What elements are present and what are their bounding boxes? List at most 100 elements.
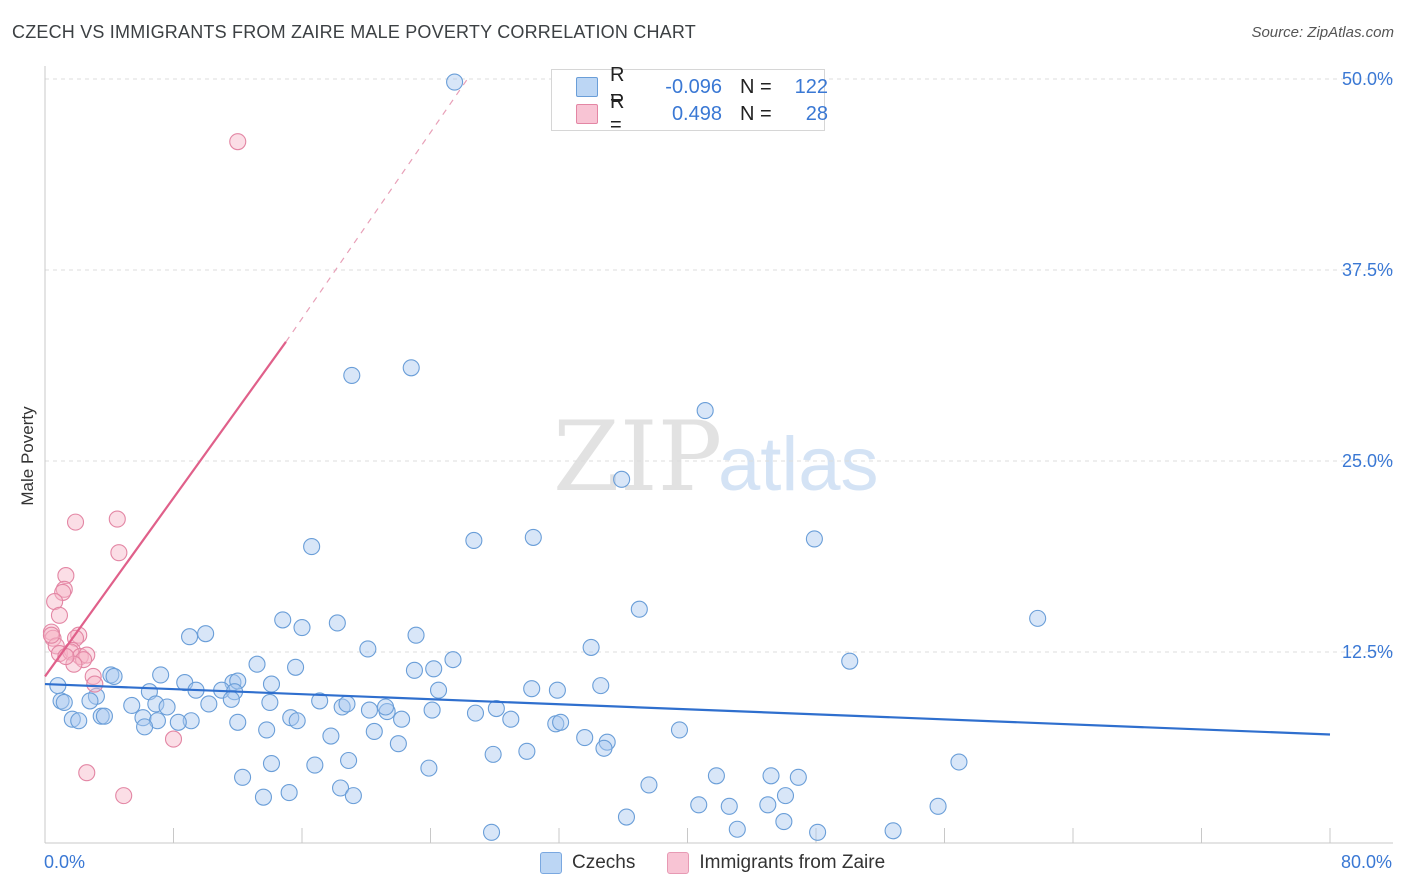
watermark-zip: ZIP (553, 401, 722, 513)
czechs-point (576, 729, 594, 747)
zaire-point (78, 646, 96, 664)
zaire-point (70, 626, 88, 644)
czechs-point (344, 787, 362, 805)
legend-row-zaire: R = 0.498 N = 28 (576, 91, 828, 136)
czechs-point (331, 779, 350, 797)
legend-n-label: N = (740, 102, 772, 125)
czechs-point (322, 727, 340, 745)
czechs-point (444, 651, 462, 669)
czechs-point (465, 531, 483, 550)
legend-n-value-czechs: 122 (794, 75, 828, 98)
czechs-point (328, 614, 346, 632)
czechs-point (200, 695, 218, 713)
zaire-point (50, 606, 69, 624)
zaire-point (115, 787, 133, 805)
czechs-point (809, 823, 827, 841)
legend-r-label: R = (610, 64, 625, 109)
series-swatch-zaire (667, 852, 690, 874)
czechs-point (720, 797, 738, 815)
czechs-point (696, 402, 714, 420)
czechs-point (423, 701, 441, 719)
czechs-point (359, 640, 377, 658)
czechs-point (630, 600, 648, 618)
legend-n-value-zaire: 28 (805, 102, 828, 125)
series-legend: Czechs Immigrants from Zaire (540, 852, 917, 874)
czechs-point (181, 628, 199, 646)
legend-row-czechs: R = -0.096 N = 122 (576, 64, 828, 109)
czechs-point (343, 366, 361, 384)
zaire-point (55, 580, 73, 598)
czechs-point (340, 751, 358, 770)
zaire-point (229, 133, 247, 151)
czechs-point (234, 768, 252, 786)
czechs-trendline (44, 682, 1331, 736)
legend-r-label: R = (610, 91, 625, 136)
czechs-point (262, 754, 281, 773)
zaire-point (108, 510, 126, 528)
watermark-atlas: atlas (718, 422, 879, 507)
series-legend-zaire: Immigrants from Zaire (667, 852, 885, 874)
czechs-point (759, 796, 777, 814)
czechs-point (929, 797, 947, 815)
czechs-point (222, 690, 240, 708)
czechs-point (762, 767, 780, 785)
czechs-point (707, 767, 725, 785)
czechs-point (280, 784, 298, 802)
x-tick-label-max: 80.0% (1340, 852, 1392, 872)
czechs-point (670, 721, 689, 739)
czechs-point (420, 759, 438, 777)
czechs-point (482, 823, 501, 841)
zaire-point (86, 675, 104, 693)
czechs-point (293, 619, 311, 637)
czechs-point (303, 538, 321, 556)
y-tick-label: 12.5% (1342, 642, 1393, 662)
czechs-point (484, 745, 502, 763)
czechs-point (274, 611, 292, 629)
czechs-point (466, 704, 485, 722)
czechs-point (169, 713, 187, 731)
czechs-point (81, 692, 99, 710)
czechs-point (446, 73, 464, 91)
czechs-point (518, 742, 536, 760)
czechs-point (105, 667, 123, 685)
czechs-point (841, 652, 859, 670)
czechs-point (261, 693, 279, 711)
czechs-point (95, 707, 113, 725)
zaire-point (42, 626, 60, 644)
czechs-point (425, 660, 443, 678)
czechs-point (248, 655, 266, 673)
czechs-point (950, 753, 968, 771)
legend-r-value-zaire: 0.498 (671, 102, 722, 125)
czechs-point (402, 359, 420, 377)
zaire-point (75, 651, 93, 669)
legend-n-label: N = (740, 75, 772, 98)
series-label-zaire: Immigrants from Zaire (699, 852, 886, 873)
czechs-point (405, 661, 423, 679)
zaire-point (66, 513, 85, 531)
czechs-point (70, 712, 88, 730)
czechs-point (407, 626, 425, 644)
czechs-point (287, 658, 305, 676)
czechs-point (487, 699, 505, 718)
zaire-trendline (44, 341, 287, 678)
zaire-point (78, 764, 96, 782)
x-tick-label-min: 0.0% (44, 852, 86, 872)
czechs-point (775, 813, 793, 831)
czechs-point (152, 666, 170, 684)
czechs-point (548, 681, 566, 699)
czechs-point (884, 822, 902, 840)
czechs-point (592, 677, 610, 695)
legend-r-value-czechs: -0.096 (665, 75, 722, 98)
zaire-point (110, 544, 128, 562)
czechs-point (262, 675, 281, 693)
czechs-point (502, 710, 520, 728)
czechs-point (582, 638, 600, 656)
czechs-point (393, 710, 411, 728)
czechs-point (595, 739, 613, 757)
czechs-point (182, 712, 200, 730)
czechs-point (376, 698, 395, 716)
czechs-point (728, 820, 746, 838)
czechs-point (789, 768, 807, 786)
czechs-point (258, 721, 276, 739)
